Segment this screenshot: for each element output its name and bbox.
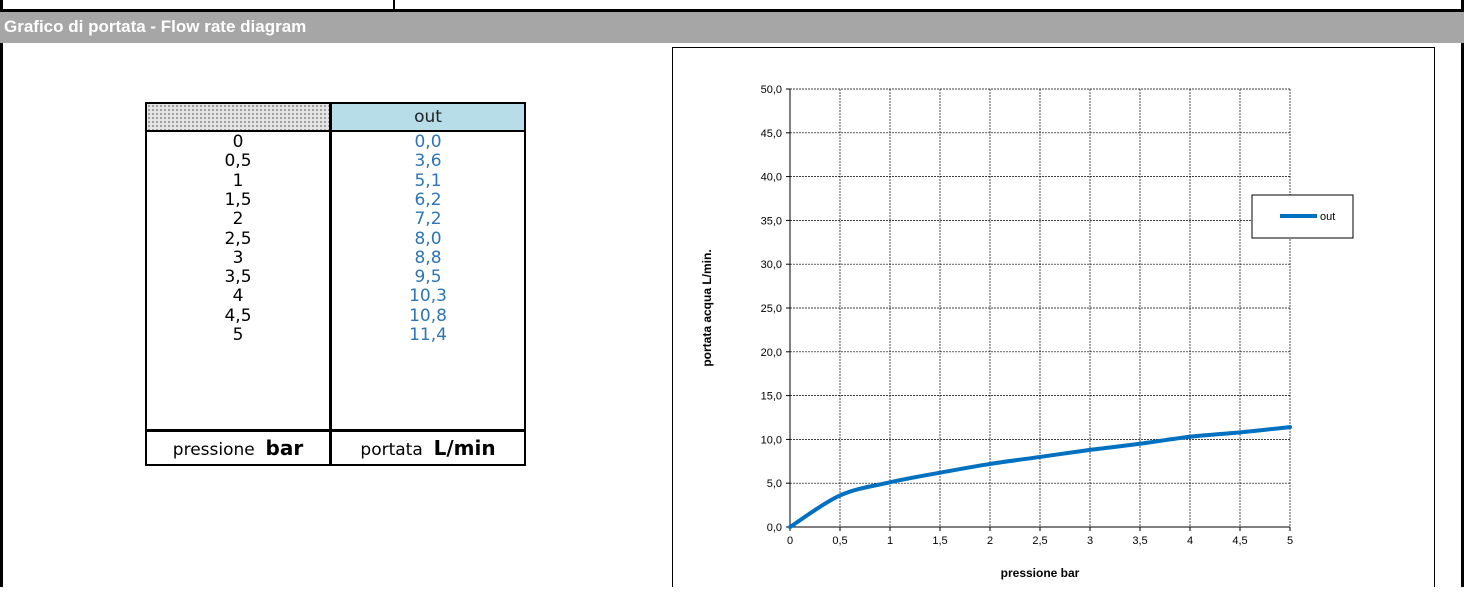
x-tick-label: 2 xyxy=(987,535,993,547)
pressure-cell: 4,5 xyxy=(147,307,329,326)
y-tick-label: 20,0 xyxy=(761,347,782,359)
table-corner-pattern xyxy=(147,104,329,130)
flow-cell: 7,2 xyxy=(332,210,524,229)
section-title: Grafico di portata - Flow rate diagram xyxy=(4,17,306,37)
frame-left-border xyxy=(0,43,3,587)
flow-cell: 10,3 xyxy=(332,287,524,306)
y-tick-label: 40,0 xyxy=(761,172,782,184)
x-tick-label: 1,5 xyxy=(932,535,947,547)
out-column-header: out xyxy=(332,104,524,130)
flow-cell: 6,2 xyxy=(332,191,524,210)
x-tick-label: 1 xyxy=(887,535,893,547)
pressure-cell: 1,5 xyxy=(147,191,329,210)
pressure-cell: 5 xyxy=(147,326,329,345)
pressure-cell: 2 xyxy=(147,210,329,229)
section-header: Grafico di portata - Flow rate diagram xyxy=(0,12,1464,43)
flow-cell: 8,0 xyxy=(332,230,524,249)
chart-canvas: 0,05,010,015,020,025,030,035,040,045,050… xyxy=(673,48,1436,588)
x-tick-label: 5 xyxy=(1287,535,1293,547)
flow-cell: 5,1 xyxy=(332,172,524,191)
legend-label: out xyxy=(1320,211,1335,223)
y-tick-label: 15,0 xyxy=(761,391,782,403)
x-tick-label: 0,5 xyxy=(832,535,847,547)
flow-cell: 10,8 xyxy=(332,307,524,326)
flow-unit-label: portata L/min xyxy=(332,432,524,464)
flow-cell: 9,5 xyxy=(332,268,524,287)
x-tick-label: 2,5 xyxy=(1032,535,1047,547)
x-tick-label: 4 xyxy=(1187,535,1193,547)
pressure-cell: 0,5 xyxy=(147,152,329,171)
y-tick-label: 45,0 xyxy=(761,128,782,140)
pressure-unit-label: pressione bar xyxy=(147,432,329,464)
pressure-cell: 3,5 xyxy=(147,268,329,287)
y-tick-label: 25,0 xyxy=(761,303,782,315)
y-tick-label: 50,0 xyxy=(761,84,782,96)
x-tick-label: 3 xyxy=(1087,535,1093,547)
y-tick-label: 10,0 xyxy=(761,434,782,446)
flow-cell: 11,4 xyxy=(332,326,524,345)
y-tick-label: 5,0 xyxy=(767,478,782,490)
x-tick-label: 4,5 xyxy=(1232,535,1247,547)
pressure-cell: 1 xyxy=(147,172,329,191)
y-tick-label: 30,0 xyxy=(761,259,782,271)
y-tick-label: 0,0 xyxy=(767,522,782,534)
top-border-strip xyxy=(0,0,1464,12)
pressure-cell: 4 xyxy=(147,287,329,306)
flow-cell: 8,8 xyxy=(332,249,524,268)
flow-cell: 3,6 xyxy=(332,152,524,171)
y-tick-label: 35,0 xyxy=(761,215,782,227)
pressure-cell: 2,5 xyxy=(147,230,329,249)
flow-cell: 0,0 xyxy=(332,133,524,152)
y-axis-label: portata acqua L/min. xyxy=(700,249,714,366)
x-axis-label: pressione bar xyxy=(1001,566,1080,580)
pressure-cell: 3 xyxy=(147,249,329,268)
x-tick-label: 3,5 xyxy=(1132,535,1147,547)
pressure-cell: 0 xyxy=(147,133,329,152)
x-tick-label: 0 xyxy=(787,535,793,547)
